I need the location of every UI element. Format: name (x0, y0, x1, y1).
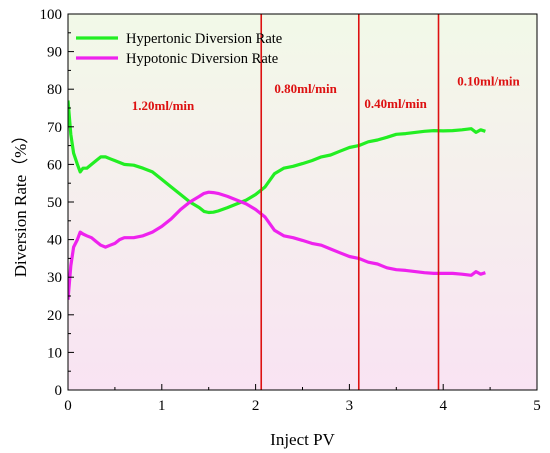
annotations: 1.20ml/min 0.80ml/min 0.40ml/min 0.10ml/min (132, 73, 521, 112)
series-layer (68, 100, 486, 300)
x-tick-label-3: 3 (346, 398, 354, 414)
x-tick-label-5: 5 (533, 398, 541, 414)
speed-annotation-4: 0.10ml/min (457, 73, 520, 88)
speed-change-lines (260, 14, 440, 390)
x-tick-label-1: 1 (158, 398, 166, 414)
y-tick-label-9: 90 (47, 45, 62, 61)
y-tick-label-5: 50 (47, 195, 62, 211)
y-tick-label-2: 20 (47, 308, 62, 324)
speed-annotation-2: 0.80ml/min (274, 81, 337, 96)
y-tick-label-10: 100 (40, 7, 63, 23)
y-tick-label-6: 60 (47, 157, 62, 173)
y-axis-title: Diversion Rate（%） (11, 127, 30, 278)
speed-annotation-1: 1.20ml/min (132, 98, 195, 113)
x-axis-title: Inject PV (270, 430, 335, 449)
y-tick-label-3: 30 (47, 270, 62, 286)
legend-label-1: Hypertonic Diversion Rate (126, 31, 282, 47)
y-tick-label-1: 10 (47, 345, 62, 361)
legend-label-2: Hypotonic Diversion Rate (126, 51, 278, 67)
y-tick-label-8: 80 (47, 82, 62, 98)
x-tick-label-0: 0 (64, 398, 72, 414)
y-tick-label-0: 0 (55, 383, 63, 399)
x-tick-label-2: 2 (252, 398, 260, 414)
series-line-1 (68, 100, 486, 215)
plot-area-background (68, 14, 537, 390)
y-tick-label-4: 40 (47, 233, 62, 249)
legend: Hypertonic Diversion Rate Hypotonic Diver… (76, 31, 282, 67)
series-line-2 (68, 190, 486, 300)
x-tick-label-4: 4 (439, 398, 447, 414)
y-tick-label-7: 70 (47, 120, 62, 136)
speed-annotation-3: 0.40ml/min (364, 96, 427, 111)
